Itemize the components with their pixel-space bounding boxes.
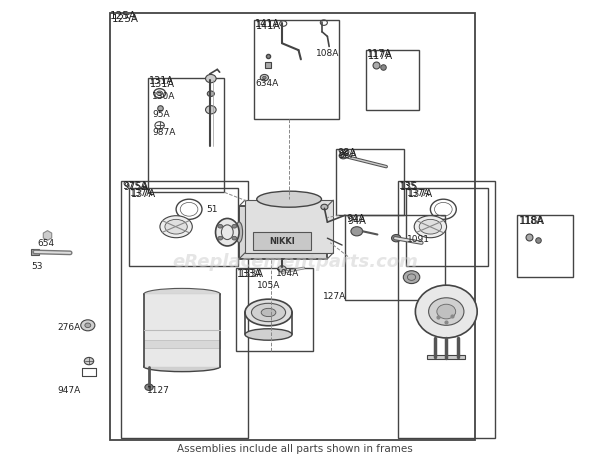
Ellipse shape bbox=[245, 329, 292, 341]
Text: 118A: 118A bbox=[519, 216, 543, 226]
Text: 125A: 125A bbox=[112, 14, 138, 24]
Text: 133A: 133A bbox=[238, 269, 264, 278]
Circle shape bbox=[263, 77, 266, 80]
Bar bbox=[31, 249, 39, 255]
Circle shape bbox=[81, 320, 95, 331]
Circle shape bbox=[218, 237, 222, 241]
Circle shape bbox=[351, 227, 363, 236]
Text: 137A: 137A bbox=[407, 188, 430, 197]
Circle shape bbox=[392, 235, 401, 242]
Text: 634A: 634A bbox=[255, 78, 278, 88]
Bar bbox=[110, 14, 474, 440]
Circle shape bbox=[278, 266, 286, 273]
Text: 141A: 141A bbox=[256, 21, 281, 31]
Ellipse shape bbox=[419, 220, 441, 235]
Bar bbox=[398, 181, 495, 438]
Bar bbox=[239, 207, 327, 259]
Text: 117A: 117A bbox=[368, 51, 393, 61]
Ellipse shape bbox=[144, 289, 220, 300]
Bar bbox=[245, 201, 333, 253]
Circle shape bbox=[232, 237, 237, 241]
Text: 276A: 276A bbox=[57, 322, 80, 331]
Ellipse shape bbox=[245, 300, 292, 326]
Text: 975A: 975A bbox=[123, 180, 148, 190]
Text: 987A: 987A bbox=[152, 128, 175, 137]
Text: 654: 654 bbox=[37, 239, 54, 248]
Text: 117A: 117A bbox=[367, 49, 392, 59]
Text: 131A: 131A bbox=[150, 78, 175, 89]
Ellipse shape bbox=[257, 192, 322, 208]
Text: 947A: 947A bbox=[57, 385, 80, 394]
Text: 98A: 98A bbox=[339, 150, 358, 159]
Bar bbox=[517, 216, 573, 278]
Circle shape bbox=[85, 323, 91, 328]
Ellipse shape bbox=[251, 304, 286, 322]
Circle shape bbox=[145, 384, 153, 391]
Text: 53: 53 bbox=[31, 262, 43, 270]
Circle shape bbox=[232, 225, 237, 229]
Text: 131A: 131A bbox=[149, 76, 174, 86]
Ellipse shape bbox=[144, 362, 220, 372]
Text: 135: 135 bbox=[401, 181, 419, 191]
Text: eReplacementparts.com: eReplacementparts.com bbox=[172, 252, 418, 270]
Ellipse shape bbox=[261, 308, 276, 317]
Bar bbox=[122, 181, 248, 438]
Circle shape bbox=[437, 305, 455, 319]
Text: 94A: 94A bbox=[348, 216, 366, 226]
Bar bbox=[366, 51, 419, 111]
Text: NIKKI: NIKKI bbox=[269, 237, 295, 246]
Text: 125A: 125A bbox=[110, 11, 137, 21]
Text: 105A: 105A bbox=[257, 281, 280, 290]
Circle shape bbox=[205, 106, 216, 115]
Text: 130A: 130A bbox=[152, 92, 175, 101]
Circle shape bbox=[157, 92, 163, 96]
Circle shape bbox=[260, 75, 268, 82]
Ellipse shape bbox=[215, 219, 239, 246]
Text: Assemblies include all parts shown in frames: Assemblies include all parts shown in fr… bbox=[177, 443, 413, 453]
Text: 51: 51 bbox=[206, 204, 218, 213]
Bar bbox=[236, 269, 313, 351]
Text: 141A: 141A bbox=[255, 19, 280, 29]
Text: 133A: 133A bbox=[237, 268, 263, 278]
Bar bbox=[345, 216, 445, 301]
Circle shape bbox=[218, 225, 222, 229]
Text: 98A: 98A bbox=[337, 148, 356, 157]
Circle shape bbox=[404, 271, 420, 284]
Text: 137A: 137A bbox=[408, 188, 433, 198]
Ellipse shape bbox=[160, 216, 192, 238]
Text: 118A: 118A bbox=[520, 216, 545, 226]
Bar bbox=[336, 150, 404, 216]
Bar bbox=[254, 21, 339, 120]
Circle shape bbox=[428, 298, 464, 325]
Bar bbox=[144, 340, 220, 348]
Text: 94A: 94A bbox=[346, 214, 365, 224]
Ellipse shape bbox=[414, 216, 447, 238]
Text: 104A: 104A bbox=[276, 268, 299, 277]
Ellipse shape bbox=[165, 220, 187, 235]
Text: 95A: 95A bbox=[152, 110, 169, 118]
Bar bbox=[406, 188, 488, 266]
Circle shape bbox=[207, 92, 214, 97]
Text: 108A: 108A bbox=[316, 49, 339, 58]
Ellipse shape bbox=[415, 285, 477, 338]
Circle shape bbox=[321, 205, 328, 210]
Bar bbox=[148, 78, 224, 193]
Ellipse shape bbox=[235, 223, 242, 243]
Circle shape bbox=[339, 153, 348, 159]
Text: 137A: 137A bbox=[130, 188, 153, 197]
Text: 137A: 137A bbox=[132, 188, 156, 198]
Text: 975A: 975A bbox=[124, 181, 149, 191]
Text: 1091: 1091 bbox=[407, 234, 430, 243]
Text: 1127: 1127 bbox=[147, 385, 169, 394]
Bar bbox=[253, 233, 312, 250]
Circle shape bbox=[84, 358, 94, 365]
Circle shape bbox=[205, 75, 216, 84]
Bar bbox=[129, 188, 238, 266]
Bar bbox=[427, 355, 465, 359]
Text: 127A: 127A bbox=[323, 291, 346, 300]
Bar bbox=[145, 295, 219, 367]
Text: 135: 135 bbox=[399, 180, 418, 190]
